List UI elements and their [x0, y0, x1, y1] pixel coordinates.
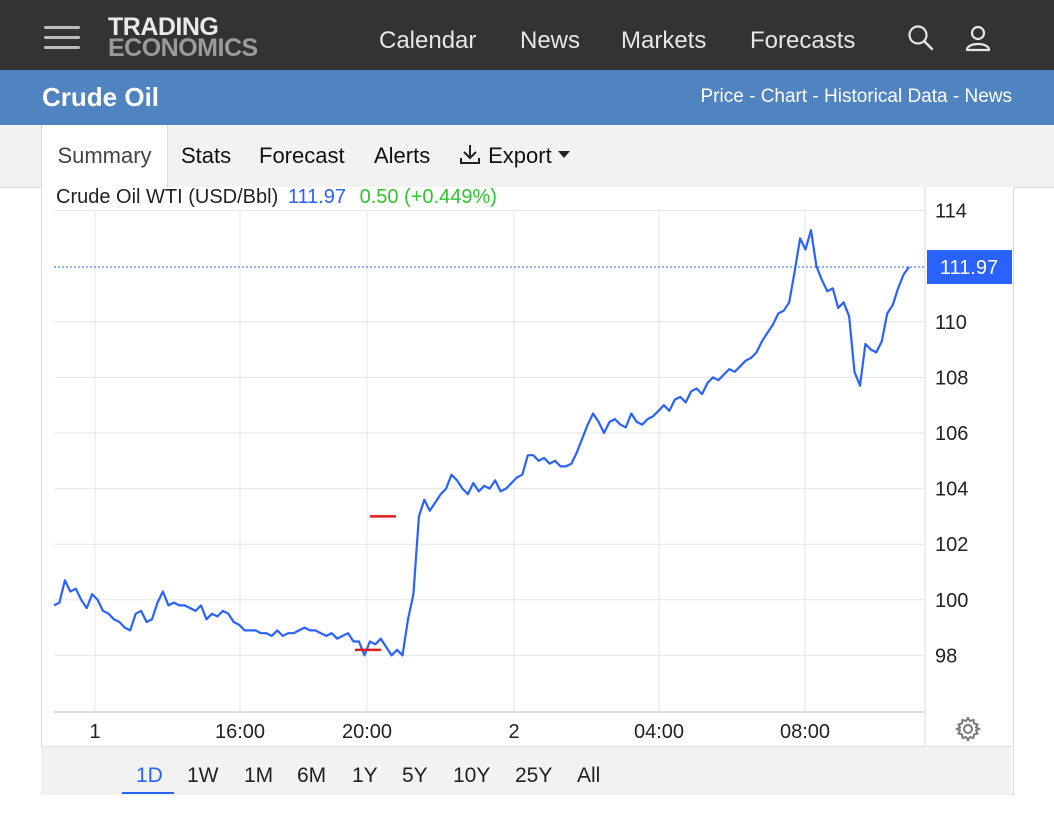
search-icon[interactable] — [907, 24, 935, 52]
link-chart[interactable]: Chart — [760, 86, 808, 107]
last-price-label: 111.97 — [940, 257, 998, 279]
y-tick-label: 108 — [935, 367, 968, 389]
page-title: Crude Oil — [42, 82, 160, 112]
last-price-box — [927, 250, 1012, 285]
site-logo[interactable]: TRADING ECONOMICS — [108, 13, 258, 62]
link-price[interactable]: Price — [700, 86, 744, 107]
range-6m[interactable]: 6M — [297, 764, 327, 787]
section-links: Price - Chart - Historical Data - News — [701, 86, 1013, 108]
x-tick-label: 20:00 — [342, 721, 392, 743]
range-10y[interactable]: 10Y — [453, 764, 491, 787]
caret-down-icon — [557, 151, 570, 158]
tab-stats[interactable]: Stats — [181, 143, 232, 168]
y-tick-label: 106 — [935, 423, 968, 445]
nav-markets[interactable]: Markets — [621, 27, 707, 54]
range-1w[interactable]: 1W — [187, 764, 219, 787]
tab-bar — [0, 125, 1054, 188]
y-tick-label: 100 — [935, 590, 968, 612]
range-all[interactable]: All — [577, 764, 601, 787]
legend-change: 0.50 (+0.449%) — [359, 186, 497, 208]
tab-forecast[interactable]: Forecast — [259, 143, 345, 168]
range-1m[interactable]: 1M — [244, 764, 274, 787]
range-selector — [41, 746, 1012, 795]
x-tick-label: 04:00 — [634, 721, 684, 743]
y-tick-label: 102 — [935, 534, 968, 556]
tab-alerts[interactable]: Alerts — [374, 143, 431, 168]
nav-calendar[interactable]: Calendar — [379, 27, 477, 54]
title-bar — [0, 70, 1054, 125]
legend-symbol: Crude Oil WTI (USD/Bbl) — [56, 186, 279, 208]
download-icon — [460, 145, 480, 164]
top-navigation — [0, 0, 1054, 70]
link-news[interactable]: News — [964, 86, 1012, 107]
x-tick-label: 16:00 — [215, 721, 265, 743]
link-separator: - — [743, 86, 761, 107]
settings-gear-icon[interactable] — [954, 716, 982, 742]
y-tick-label: 110 — [935, 312, 967, 334]
price-series-line — [53, 229, 910, 657]
user-icon[interactable] — [964, 24, 992, 52]
y-tick-label: 98 — [935, 645, 957, 667]
x-tick-label: 2 — [508, 721, 519, 743]
nav-news[interactable]: News — [520, 27, 581, 54]
tab-export[interactable]: Export — [458, 125, 570, 187]
y-tick-label: 104 — [935, 479, 968, 501]
legend-price: 111.97 — [287, 186, 347, 208]
tab-summary[interactable]: Summary — [41, 125, 168, 188]
range-1y[interactable]: 1Y — [352, 764, 378, 787]
x-tick-label: 08:00 — [780, 721, 830, 743]
y-tick-label: 114 — [935, 201, 967, 223]
x-tick-label: 1 — [89, 721, 100, 743]
link-historical-data[interactable]: Historical Data — [824, 86, 948, 107]
link-separator: - — [807, 86, 825, 107]
range-5y[interactable]: 5Y — [402, 764, 428, 787]
active-range-underline — [122, 792, 174, 794]
menu-icon[interactable] — [44, 24, 80, 52]
range-25y[interactable]: 25Y — [515, 764, 553, 787]
export-label: Export — [488, 143, 552, 168]
range-1d[interactable]: 1D — [136, 764, 163, 787]
chart-legend: Crude Oil WTI (USD/Bbl) 111.97 0.50 (+0.… — [56, 186, 497, 209]
chart-panel — [41, 187, 1014, 795]
nav-forecasts[interactable]: Forecasts — [750, 27, 856, 54]
logo-line1: TRADING — [108, 13, 219, 41]
link-separator: - — [947, 86, 965, 107]
logo-line2: ECONOMICS — [108, 34, 258, 62]
